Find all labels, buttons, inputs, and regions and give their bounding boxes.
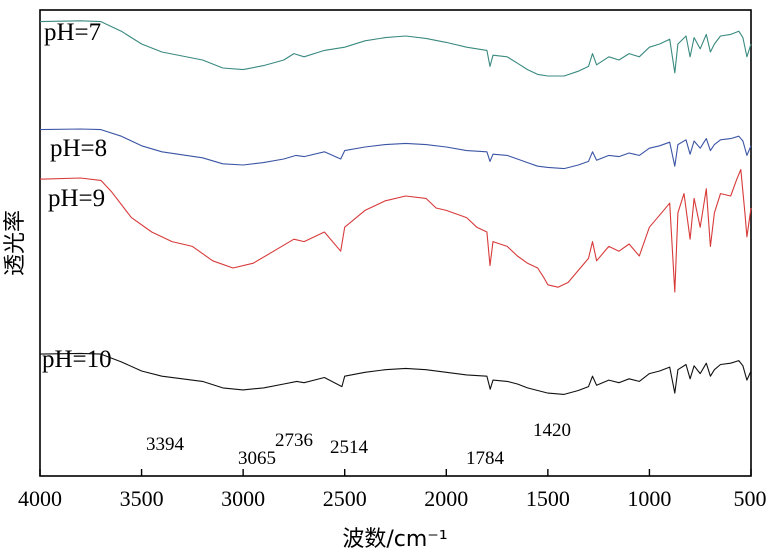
annotation-3394: 3394 <box>146 434 185 455</box>
series-label-ph9: pH=9 <box>48 185 105 212</box>
series-line-ph9 <box>39 169 752 293</box>
series-line-ph8 <box>39 128 752 170</box>
x-tick-label-1000: 1000 <box>627 486 671 511</box>
x-tick-label-3000: 3000 <box>221 486 265 511</box>
annotation-1784: 1784 <box>466 448 505 469</box>
x-tick-label-3500: 3500 <box>120 486 164 511</box>
x-tick-label-2500: 2500 <box>323 486 367 511</box>
series-label-ph7: pH=7 <box>44 19 101 46</box>
series-line-ph10 <box>39 352 752 395</box>
x-tick-label-1500: 1500 <box>526 486 570 511</box>
x-tick-label-4000: 4000 <box>18 486 62 511</box>
x-axis-ticks: 4000 3500 3000 2500 2000 1500 1000 500 <box>18 469 767 511</box>
annotation-2514: 2514 <box>330 437 369 458</box>
annotation-1420: 1420 <box>533 420 571 441</box>
x-tick-label-500: 500 <box>734 486 767 511</box>
x-axis-title: 波数/cm⁻¹ <box>342 527 447 552</box>
plot-frame <box>39 9 752 477</box>
x-tick-label-2000: 2000 <box>424 486 468 511</box>
series-label-ph8: pH=8 <box>50 135 107 162</box>
y-axis-title: 透光率 <box>3 210 28 276</box>
series-layer <box>39 20 752 395</box>
annotation-3065: 3065 <box>238 448 276 469</box>
series-label-ph10: pH=10 <box>42 346 112 373</box>
series-line-ph7 <box>39 20 752 77</box>
annotation-2736: 2736 <box>275 430 313 451</box>
